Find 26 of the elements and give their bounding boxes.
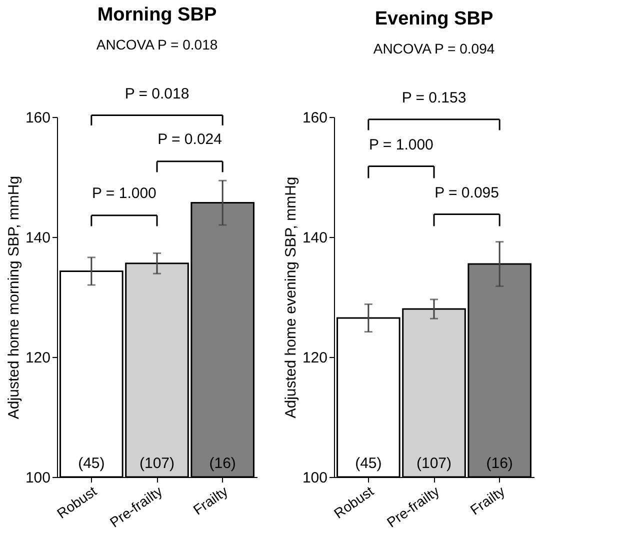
chart-title: Morning SBP xyxy=(97,4,217,26)
y-tick-label: 120 xyxy=(25,350,50,366)
text: P = 0.018 xyxy=(124,85,190,102)
y-tick-label: 100 xyxy=(25,470,50,486)
y-axis-title: Adjusted home evening SBP, mmHg xyxy=(282,176,300,418)
annotation: P = 1.000 xyxy=(92,185,156,202)
y-tick-label: 160 xyxy=(302,110,328,126)
annotation: (107) xyxy=(416,455,452,472)
annotation: P = 0.024 xyxy=(158,131,222,148)
annotation: (107) xyxy=(139,455,175,472)
y-tick-label: 160 xyxy=(25,110,50,126)
chart-title: Evening SBP xyxy=(374,8,494,30)
y-tick-label: 120 xyxy=(302,350,328,366)
annotation: P = 0.095 xyxy=(434,184,499,202)
y-tick-label: 140 xyxy=(25,230,50,246)
annotation: (45) xyxy=(355,455,382,472)
y-axis-title: Adjusted home morning SBP, mmHg xyxy=(5,176,22,420)
chart-subtitle: ANCOVA P = 0.018 xyxy=(96,36,218,52)
annotation: (45) xyxy=(78,455,105,472)
annotation: (16) xyxy=(486,455,513,472)
annotation: P = 1.000 xyxy=(369,136,434,154)
y-tick-label: 100 xyxy=(302,470,328,486)
y-tick-label: 140 xyxy=(302,230,328,246)
annotation: (16) xyxy=(209,455,236,472)
text: P = 0.153 xyxy=(402,90,466,107)
chart-subtitle: ANCOVA P = 0.094 xyxy=(373,40,495,57)
